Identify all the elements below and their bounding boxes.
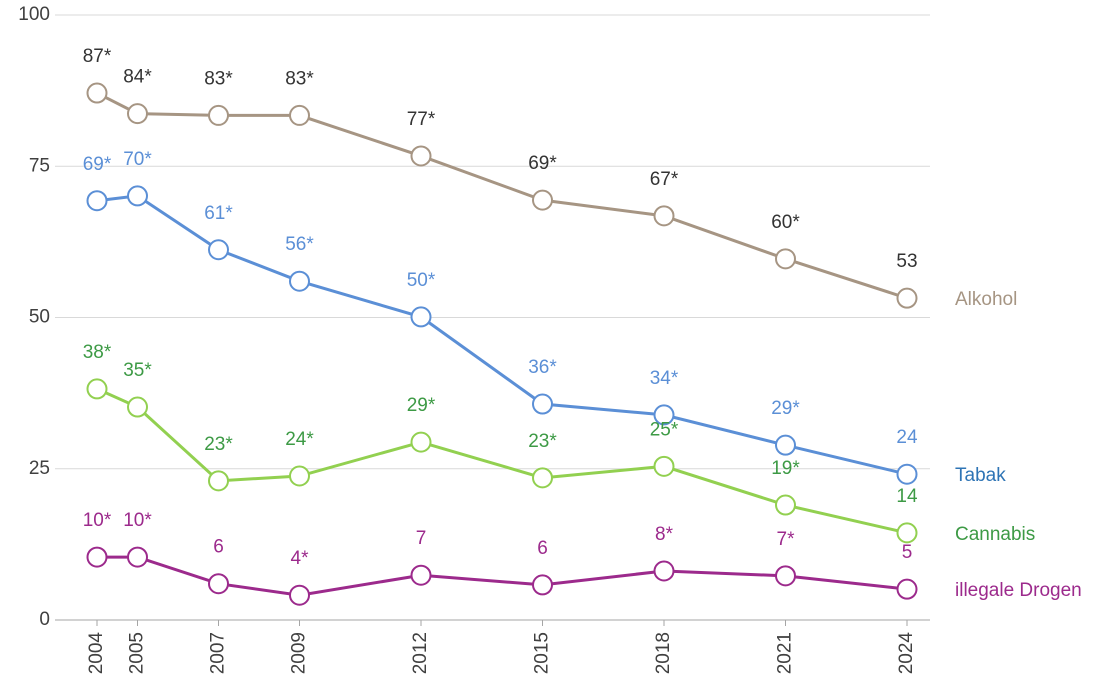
- data-label: 14: [896, 486, 918, 507]
- data-label: 29*: [407, 395, 436, 416]
- series-name: Alkohol: [955, 289, 1017, 310]
- data-point: [775, 494, 796, 516]
- data-point: [86, 190, 108, 212]
- data-point: [289, 104, 310, 126]
- series-name: illegale Drogen: [955, 580, 1082, 601]
- data-point: [127, 103, 148, 125]
- data-point: [208, 104, 229, 126]
- y-tick-label: 75: [29, 155, 50, 176]
- data-point: [127, 185, 148, 207]
- data-label: 10*: [83, 510, 112, 531]
- data-point: [289, 584, 310, 606]
- data-label: 87*: [83, 46, 112, 67]
- x-tick-label: 2018: [653, 632, 674, 674]
- y-tick-label: 0: [39, 609, 50, 630]
- data-point: [653, 404, 675, 426]
- y-tick-label: 100: [18, 4, 50, 25]
- data-point: [289, 270, 310, 292]
- data-point: [532, 393, 553, 415]
- data-label: 7: [416, 528, 427, 549]
- data-point: [208, 470, 229, 492]
- data-label: 77*: [407, 109, 436, 130]
- y-tick-label: 25: [29, 458, 50, 479]
- data-label: 6: [537, 538, 548, 559]
- data-label: 83*: [204, 68, 233, 89]
- data-point: [896, 578, 918, 600]
- series-line: [96, 194, 908, 476]
- data-label: 4*: [291, 548, 310, 569]
- data-point: [208, 573, 229, 595]
- data-label: 19*: [771, 458, 800, 479]
- data-point: [127, 396, 148, 418]
- data-label: 84*: [123, 67, 152, 88]
- y-tick-label: 50: [29, 307, 50, 328]
- data-label: 61*: [204, 203, 233, 224]
- data-label: 35*: [123, 360, 152, 381]
- x-tick-label: 2005: [127, 632, 148, 674]
- data-point: [896, 522, 918, 544]
- data-point: [410, 564, 432, 586]
- data-point: [86, 378, 108, 400]
- data-point: [775, 248, 796, 270]
- data-point: [410, 145, 432, 167]
- data-label: 7*: [777, 529, 796, 550]
- data-point: [532, 189, 553, 211]
- data-label: 34*: [650, 368, 679, 389]
- data-point: [532, 574, 553, 596]
- x-tick-label: 2009: [289, 632, 310, 674]
- data-point: [289, 465, 310, 487]
- data-label: 6: [213, 537, 224, 558]
- data-label: 24*: [285, 429, 314, 450]
- data-label: 53: [896, 251, 917, 272]
- data-label: 50*: [407, 270, 436, 291]
- data-label: 36*: [528, 357, 557, 378]
- data-label: 69*: [528, 153, 557, 174]
- data-label: 69*: [83, 154, 112, 175]
- data-label: 67*: [650, 169, 679, 190]
- data-label: 25*: [650, 419, 679, 440]
- data-label: 8*: [655, 524, 674, 545]
- data-point: [532, 467, 553, 489]
- data-point: [775, 434, 796, 456]
- data-point: [208, 239, 229, 261]
- data-point: [86, 546, 108, 568]
- data-label: 56*: [285, 234, 314, 255]
- x-tick-label: 2024: [896, 632, 917, 675]
- data-point: [127, 546, 148, 568]
- series-name: Tabak: [955, 465, 1006, 486]
- data-label: 38*: [83, 342, 112, 363]
- data-label: 24: [896, 427, 918, 448]
- x-tick-label: 2012: [410, 632, 431, 674]
- x-tick-label: 2007: [208, 632, 229, 674]
- data-point: [896, 463, 918, 485]
- data-label: 83*: [285, 68, 314, 89]
- data-label: 29*: [771, 398, 800, 419]
- series-name: Cannabis: [955, 524, 1035, 545]
- data-label: 23*: [204, 434, 233, 455]
- data-label: 70*: [123, 149, 152, 170]
- data-label: 23*: [528, 431, 557, 452]
- data-label: 60*: [771, 212, 800, 233]
- data-point: [410, 306, 432, 328]
- data-label: 5: [902, 542, 913, 563]
- x-tick-label: 2021: [775, 632, 796, 674]
- x-tick-label: 2015: [532, 632, 553, 674]
- data-point: [86, 82, 108, 104]
- data-label: 10*: [123, 510, 152, 531]
- data-point: [896, 287, 918, 309]
- data-point: [775, 565, 796, 587]
- data-point: [410, 431, 432, 453]
- x-tick-label: 2004: [86, 632, 107, 675]
- data-point: [653, 560, 675, 582]
- data-point: [653, 205, 675, 227]
- data-point: [653, 455, 675, 477]
